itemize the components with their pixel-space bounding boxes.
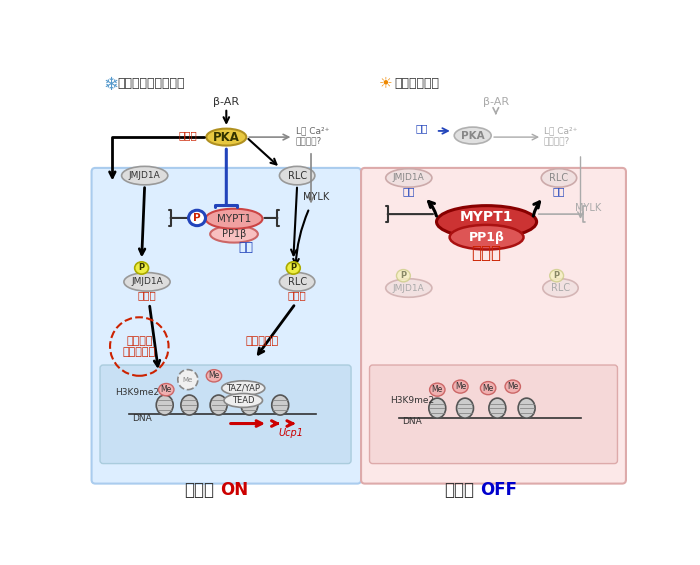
Text: DNA: DNA <box>132 414 152 423</box>
Text: PKA: PKA <box>213 131 239 144</box>
Text: Ucp1: Ucp1 <box>279 428 304 438</box>
Ellipse shape <box>480 381 496 395</box>
Ellipse shape <box>542 279 578 297</box>
Text: PP1β: PP1β <box>222 229 246 239</box>
Text: ☀: ☀ <box>379 76 393 90</box>
Text: L型 Ca²⁺
チャネル?: L型 Ca²⁺ チャネル? <box>543 126 577 145</box>
Text: ON: ON <box>220 481 248 499</box>
Text: JMJD1A: JMJD1A <box>131 277 163 286</box>
Ellipse shape <box>489 398 506 418</box>
Text: Me: Me <box>160 385 172 394</box>
Ellipse shape <box>386 169 432 187</box>
Ellipse shape <box>437 206 537 238</box>
Text: 抑制: 抑制 <box>238 241 253 254</box>
Ellipse shape <box>181 395 198 415</box>
Text: MYPT1: MYPT1 <box>460 210 513 224</box>
Text: P: P <box>290 263 296 272</box>
Text: P: P <box>139 263 145 272</box>
Text: 抑制: 抑制 <box>402 186 415 196</box>
Text: TAZ/YAP: TAZ/YAP <box>226 384 260 393</box>
Text: JMJD1A: JMJD1A <box>129 171 160 180</box>
Text: 抑制: 抑制 <box>553 186 565 196</box>
Ellipse shape <box>449 225 524 250</box>
Text: TEAD: TEAD <box>232 396 255 405</box>
Text: β-AR: β-AR <box>214 97 239 107</box>
Ellipse shape <box>386 279 432 297</box>
Text: 活性化: 活性化 <box>472 244 502 262</box>
Text: MYPT1: MYPT1 <box>217 214 251 224</box>
Ellipse shape <box>134 262 148 274</box>
Text: PP1β: PP1β <box>468 231 505 244</box>
FancyBboxPatch shape <box>100 365 351 463</box>
Text: Me: Me <box>432 385 443 394</box>
FancyBboxPatch shape <box>370 365 617 463</box>
Text: RLC: RLC <box>551 283 570 293</box>
Text: 抑制: 抑制 <box>416 123 428 133</box>
Text: 転写活性化: 転写活性化 <box>246 336 279 346</box>
Text: OFF: OFF <box>480 481 517 499</box>
Text: P: P <box>400 271 407 280</box>
Text: Me: Me <box>183 377 193 383</box>
Ellipse shape <box>454 127 491 144</box>
Ellipse shape <box>550 270 564 282</box>
Ellipse shape <box>241 395 258 415</box>
Ellipse shape <box>222 381 265 395</box>
Text: H3K9me2: H3K9me2 <box>115 388 159 397</box>
Ellipse shape <box>456 398 473 418</box>
Text: P: P <box>193 213 201 223</box>
Ellipse shape <box>158 384 174 396</box>
Text: Me: Me <box>209 371 220 380</box>
Text: RLC: RLC <box>550 173 568 183</box>
Ellipse shape <box>518 398 535 418</box>
Ellipse shape <box>188 210 206 225</box>
Ellipse shape <box>210 395 227 415</box>
FancyBboxPatch shape <box>92 168 361 484</box>
Text: JMJD1A: JMJD1A <box>393 284 425 293</box>
Text: DNA: DNA <box>402 418 421 427</box>
FancyBboxPatch shape <box>361 168 626 484</box>
Ellipse shape <box>429 398 446 418</box>
Text: 非寒冷環境下: 非寒冷環境下 <box>394 77 439 90</box>
Text: L型 Ca²⁺
チャネル?: L型 Ca²⁺ チャネル? <box>295 126 329 145</box>
Ellipse shape <box>124 273 170 291</box>
Text: Me: Me <box>507 382 519 391</box>
Ellipse shape <box>156 395 173 415</box>
Ellipse shape <box>541 169 577 187</box>
Text: β-AR: β-AR <box>483 97 509 107</box>
Ellipse shape <box>272 395 288 415</box>
Text: ❄: ❄ <box>103 76 118 93</box>
Text: 慢性寒冷刺激条件下: 慢性寒冷刺激条件下 <box>117 77 185 90</box>
Ellipse shape <box>122 166 168 185</box>
Ellipse shape <box>430 383 445 396</box>
Text: 活性化: 活性化 <box>288 290 307 300</box>
Text: 熱産生: 熱産生 <box>184 481 214 499</box>
Text: JMJD1A: JMJD1A <box>393 173 425 182</box>
Ellipse shape <box>224 393 262 407</box>
Text: 熱産生: 熱産生 <box>444 481 475 499</box>
Text: MYLK: MYLK <box>575 203 601 213</box>
Text: H3K9me2: H3K9me2 <box>391 396 435 405</box>
Ellipse shape <box>453 380 468 393</box>
Text: Me: Me <box>482 384 493 393</box>
Ellipse shape <box>286 262 300 274</box>
Text: PKA: PKA <box>461 131 484 141</box>
Circle shape <box>178 370 198 390</box>
Ellipse shape <box>206 208 262 229</box>
Text: ヒストン
脱メチル化: ヒストン 脱メチル化 <box>122 336 156 357</box>
Text: P: P <box>554 271 560 280</box>
Ellipse shape <box>279 273 315 291</box>
Text: RLC: RLC <box>288 171 307 181</box>
Ellipse shape <box>396 270 410 282</box>
Text: MYLK: MYLK <box>303 192 330 202</box>
Text: 活性化: 活性化 <box>178 131 197 141</box>
Text: RLC: RLC <box>288 277 307 287</box>
Text: Me: Me <box>455 382 466 391</box>
Ellipse shape <box>206 129 246 146</box>
Ellipse shape <box>279 166 315 185</box>
Ellipse shape <box>206 370 222 382</box>
Ellipse shape <box>210 225 258 242</box>
Text: 活性化: 活性化 <box>138 290 156 300</box>
Ellipse shape <box>505 380 521 393</box>
